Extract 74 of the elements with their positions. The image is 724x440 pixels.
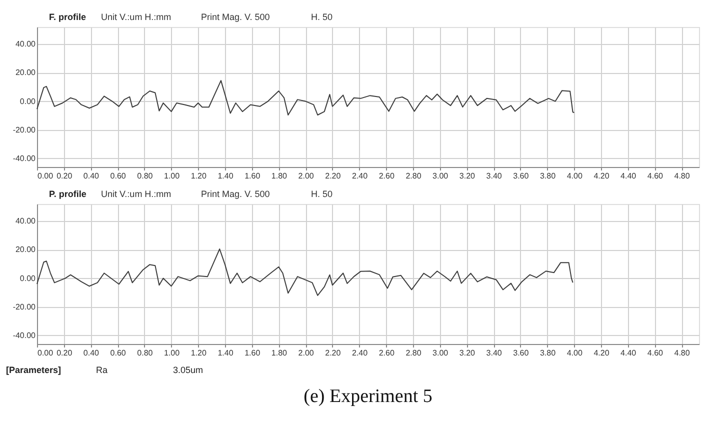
x-tick-label: 1.40	[218, 172, 234, 180]
x-tick-label: 4.80	[674, 348, 690, 358]
text: Unit V.:um H.:mm	[101, 189, 172, 199]
x-tick-label: 3.80	[540, 172, 556, 180]
x-tick-label: 2.80	[406, 348, 422, 358]
text: [Parameters]	[6, 365, 62, 375]
x-tick-label: 1.60	[244, 172, 261, 180]
text: (e) Experiment 5	[304, 386, 432, 407]
y-tick-label: 20.00	[15, 68, 36, 78]
line-series	[36, 80, 575, 116]
x-tick-label: 3.00	[432, 172, 449, 180]
x-tick-label: 0.20	[56, 348, 73, 358]
y-tick-label: 40.00	[15, 40, 36, 49]
y-tick-label: -40.00	[12, 330, 36, 340]
x-tick-label: 2.40	[352, 348, 368, 358]
x-tick-label: 3.80	[540, 348, 556, 358]
x-tick-label: 0.80	[137, 172, 154, 180]
x-tick-label: 4.40	[620, 348, 637, 358]
x-tick-label: 1.20	[190, 348, 207, 358]
x-tick-label: 0.80	[137, 348, 154, 358]
x-tick-label: 3.20	[459, 172, 476, 180]
text: Print Mag. V. 500	[201, 12, 270, 22]
line-series	[36, 248, 574, 296]
x-tick-label: 1.20	[190, 172, 207, 180]
x-tick-label: 0.00	[38, 348, 54, 358]
x-tick-label: 0.00	[38, 172, 54, 180]
x-tick-label: 0.40	[83, 172, 100, 180]
x-tick-label: 2.80	[406, 172, 422, 180]
x-tick-label: 4.80	[674, 172, 690, 180]
y-tick-label: 20.00	[15, 245, 36, 254]
x-tick-label: 2.60	[378, 348, 395, 358]
x-tick-label: 4.60	[647, 172, 664, 180]
text: Ra	[96, 365, 108, 375]
y-tick-label: -40.00	[12, 154, 36, 163]
x-tick-label: 1.80	[271, 348, 288, 358]
x-tick-label: 4.20	[594, 172, 610, 180]
x-tick-label: 4.00	[566, 348, 583, 358]
y-tick-label: 0.00	[20, 96, 36, 106]
x-tick-label: 1.80	[271, 172, 288, 180]
x-tick-label: 3.00	[432, 348, 449, 358]
x-tick-label: 1.00	[164, 172, 180, 180]
x-tick-label: 3.60	[513, 172, 530, 180]
x-tick-label: 2.00	[298, 348, 314, 358]
y-tick-label: 40.00	[15, 216, 36, 226]
x-tick-label: 3.40	[486, 348, 502, 358]
x-tick-label: 4.40	[620, 172, 637, 180]
x-tick-label: 1.00	[164, 348, 180, 358]
x-tick-label: 2.20	[325, 348, 342, 358]
chart-title: F. profile	[49, 12, 86, 22]
x-tick-label: 2.20	[325, 172, 342, 180]
y-tick-label: -20.00	[12, 302, 36, 312]
x-tick-label: 2.40	[352, 172, 368, 180]
text: H. 50	[311, 189, 333, 199]
x-tick-label: 3.20	[459, 348, 476, 358]
text: H. 50	[311, 12, 333, 22]
text: Print Mag. V. 500	[201, 189, 270, 199]
x-tick-label: 0.40	[83, 348, 100, 358]
x-tick-label: 1.40	[218, 348, 234, 358]
x-tick-label: 4.60	[647, 348, 664, 358]
y-tick-label: -20.00	[12, 125, 36, 134]
x-tick-label: 0.20	[56, 172, 73, 180]
y-tick-label: 0.00	[20, 274, 36, 283]
x-tick-label: 1.60	[244, 348, 261, 358]
x-tick-label: 3.40	[486, 172, 502, 180]
x-tick-label: 2.00	[298, 172, 314, 180]
chart-title: P. profile	[49, 189, 86, 199]
x-tick-label: 0.60	[110, 348, 126, 358]
x-tick-label: 2.60	[378, 172, 395, 180]
x-tick-label: 4.20	[594, 348, 610, 358]
text: Unit V.:um H.:mm	[101, 12, 172, 22]
x-tick-label: 3.60	[513, 348, 530, 358]
x-tick-label: 0.60	[110, 172, 126, 180]
text: 3.05um	[173, 365, 204, 375]
x-tick-label: 4.00	[566, 172, 583, 180]
